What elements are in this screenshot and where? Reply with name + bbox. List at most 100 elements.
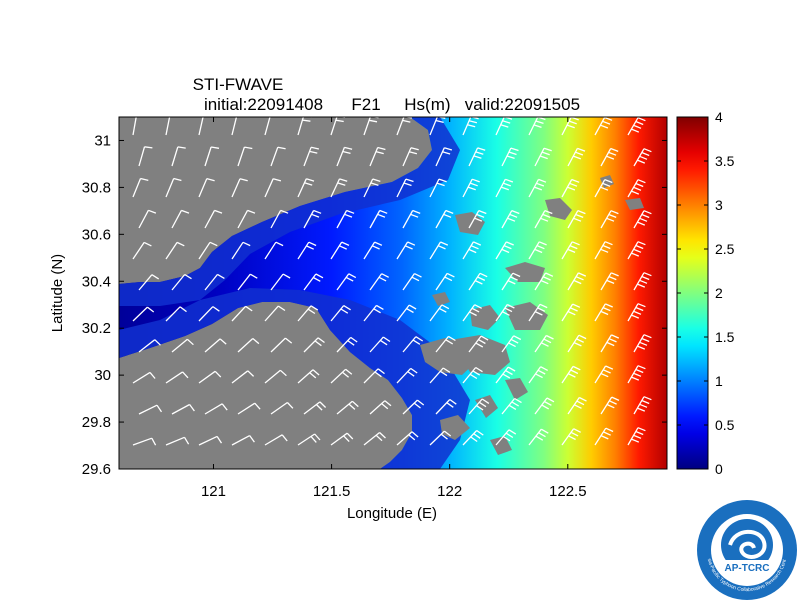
wind-barb: [132, 177, 149, 198]
wind-barb: [396, 431, 419, 446]
wind-barb: [264, 369, 287, 384]
wind-barb: [396, 367, 418, 384]
wind-barb: [198, 241, 218, 260]
wind-barb: [237, 338, 260, 353]
x-axis-ticks: 121 121.5 122 122.5: [201, 117, 587, 500]
wind-barb: [627, 241, 646, 260]
wind-barb: [303, 209, 322, 229]
y-axis-label: Latitude (N): [49, 254, 66, 332]
wind-barb: [198, 370, 222, 384]
wind-barb: [600, 147, 619, 167]
wind-barb: [468, 335, 489, 353]
wind-barb: [396, 304, 417, 322]
wind-barb: [528, 241, 547, 260]
wind-barb: [435, 335, 456, 353]
wind-barb: [264, 241, 284, 260]
wind-barb: [435, 209, 454, 229]
wind-barb: [402, 209, 421, 229]
colorbar-tick-label: 1: [715, 373, 723, 389]
wind-barb: [270, 401, 294, 415]
wind-barb: [198, 177, 215, 198]
plot-frame: [118, 116, 668, 470]
plot-area: [119, 117, 667, 469]
wind-barb: [594, 117, 613, 136]
wind-barb: [567, 147, 586, 167]
wind-barb: [231, 117, 245, 136]
wind-barb: [534, 334, 554, 353]
wind-barb: [435, 398, 457, 415]
wind-barb: [297, 117, 312, 136]
colorbar-ticks: 0 0.5 1 1.5 2 2.5 3 3.5 4: [677, 109, 735, 477]
wind-barb: [600, 396, 620, 415]
y-tick-label: 30.8: [82, 179, 111, 196]
y-tick-label: 29.8: [82, 414, 111, 431]
wind-barb: [363, 368, 385, 384]
wind-barb: [165, 241, 185, 260]
wind-barb: [297, 369, 320, 384]
wind-barb: [138, 146, 153, 167]
wind-barb: [468, 272, 488, 291]
wind-barb: [567, 272, 587, 291]
coastal-shallow-south: [119, 288, 470, 469]
wind-barb: [297, 241, 317, 260]
y-tick-label: 30: [94, 367, 111, 384]
land-north: [119, 117, 432, 284]
wind-barb: [627, 303, 646, 322]
wind-barb: [336, 209, 355, 229]
wind-barb: [402, 399, 425, 415]
wind-barb: [534, 397, 555, 415]
x-tick-label: 121.5: [313, 483, 351, 500]
wind-barb: [627, 179, 646, 198]
chart-title: STI-FWAVE: [193, 75, 284, 94]
wind-barb: [330, 432, 354, 446]
wind-barb: [303, 273, 324, 291]
wind-barb: [231, 370, 255, 384]
wind-barb: [633, 334, 652, 353]
wind-barb: [600, 334, 620, 353]
wind-barb: [627, 427, 646, 446]
wind-barb: [462, 304, 482, 322]
wind-barb: [369, 146, 386, 167]
wind-barb: [231, 178, 248, 198]
wind-barb: [633, 210, 652, 229]
wind-barb: [495, 366, 516, 384]
wind-barb: [198, 435, 223, 446]
wind-barb: [561, 178, 580, 198]
wind-barb: [534, 147, 552, 167]
wind-barb: [495, 117, 513, 136]
wind-barb: [528, 366, 549, 384]
wind-barb: [501, 147, 519, 167]
wind-barb: [594, 427, 614, 446]
wind-barb: [633, 148, 652, 167]
wind-barbs: [132, 117, 652, 446]
wind-barb: [270, 337, 293, 353]
wind-barb: [363, 178, 381, 198]
wind-barb: [600, 272, 619, 291]
wind-barb: [336, 273, 357, 291]
wind-barb: [402, 147, 419, 167]
wind-barb: [594, 241, 613, 260]
wind-barb: [132, 306, 155, 322]
wind-barb: [369, 209, 388, 229]
wind-barb: [264, 178, 282, 198]
wind-barb: [330, 305, 351, 322]
logo-label: AP-TCRC: [725, 563, 770, 574]
wind-barb: [369, 336, 391, 353]
colorbar-tick-label: 3: [715, 197, 723, 213]
colorbar-tick-label: 1.5: [715, 329, 735, 345]
wind-barb: [165, 306, 187, 322]
wind-barb: [264, 434, 288, 446]
wind-barb: [429, 304, 450, 322]
wind-barb: [534, 209, 553, 229]
wind-barb: [429, 367, 451, 384]
wind-barb: [303, 401, 327, 415]
wind-barb: [561, 303, 581, 322]
wind-barb: [231, 305, 253, 322]
wind-barb: [138, 274, 160, 291]
wind-barb: [495, 178, 514, 198]
wind-barb: [204, 403, 228, 415]
wind-barb: [594, 178, 613, 198]
wind-barb: [237, 209, 256, 229]
colorbar-tick-label: 2.5: [715, 241, 735, 257]
